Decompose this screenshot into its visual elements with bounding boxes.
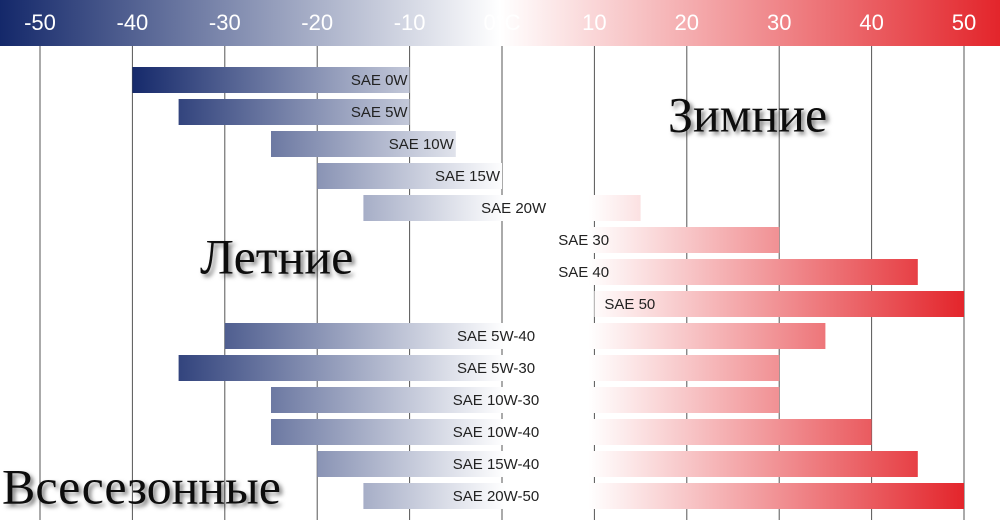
bar [363,195,641,221]
x-tick-label: 40 [859,10,883,35]
bar-label: SAE 5W-40 [457,328,535,345]
x-tick-label: -20 [301,10,333,35]
x-tick-label: 10 [582,10,606,35]
annotation: Зимние [668,86,827,142]
bar-label: SAE 10W-40 [453,424,539,441]
bar-label: SAE 40 [558,264,609,281]
x-tick-label: -30 [209,10,241,35]
bar [271,419,872,445]
x-tick-label: 0°C [484,10,521,35]
bar [594,291,964,317]
bar [178,355,780,381]
bar-label: SAE 0W [351,72,409,89]
bar-label: SAE 20W-50 [453,488,539,505]
x-tick-label: 20 [675,10,699,35]
axis-band [0,0,1000,46]
x-tick-label: -50 [24,10,56,35]
x-tick-label: 30 [767,10,791,35]
bar [317,451,918,477]
bar [132,67,410,93]
bar [548,227,780,253]
bar-label: SAE 5W-30 [457,360,535,377]
bar [224,323,826,349]
x-tick-label: 50 [952,10,976,35]
x-tick-label: -10 [394,10,426,35]
bar [271,131,456,157]
bar-label: SAE 15W-40 [453,456,539,473]
bar-label: SAE 10W-30 [453,392,539,409]
x-tick-label: -40 [117,10,149,35]
bar [317,163,502,189]
bar [363,483,964,509]
annotation: Летние [200,228,353,284]
bar-label: SAE 5W [351,104,409,121]
bar [178,99,410,125]
bar [548,259,918,285]
bar-label: SAE 20W [481,200,547,217]
bar [271,387,780,413]
bar-label: SAE 15W [435,168,501,185]
annotation: Всесезонные [2,458,281,514]
bar-label: SAE 50 [604,296,655,313]
bar-label: SAE 30 [558,232,609,249]
bar-label: SAE 10W [389,136,455,153]
